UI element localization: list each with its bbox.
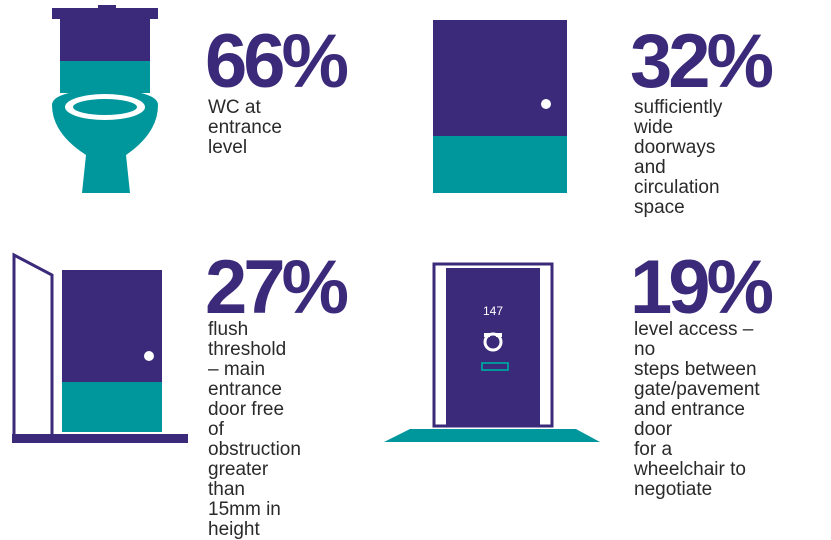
stat-percent: 32% — [630, 19, 774, 104]
stat-percent: 27% — [205, 245, 349, 330]
stat-description: level access – no steps between gate/pav… — [634, 319, 760, 500]
stat-description: flush threshold – main entrance door fre… — [208, 319, 301, 540]
stat-percent: 19% — [630, 245, 774, 330]
door-icon — [433, 20, 567, 193]
house-number: 147 — [482, 304, 504, 318]
stat-description: sufficiently wide doorways and circulati… — [634, 97, 723, 218]
open-door-icon — [12, 252, 188, 443]
toilet-icon — [52, 5, 158, 193]
stat-description: WC at entrance level — [208, 97, 282, 158]
front-door-icon — [384, 262, 600, 442]
stat-percent: 66% — [205, 19, 349, 104]
